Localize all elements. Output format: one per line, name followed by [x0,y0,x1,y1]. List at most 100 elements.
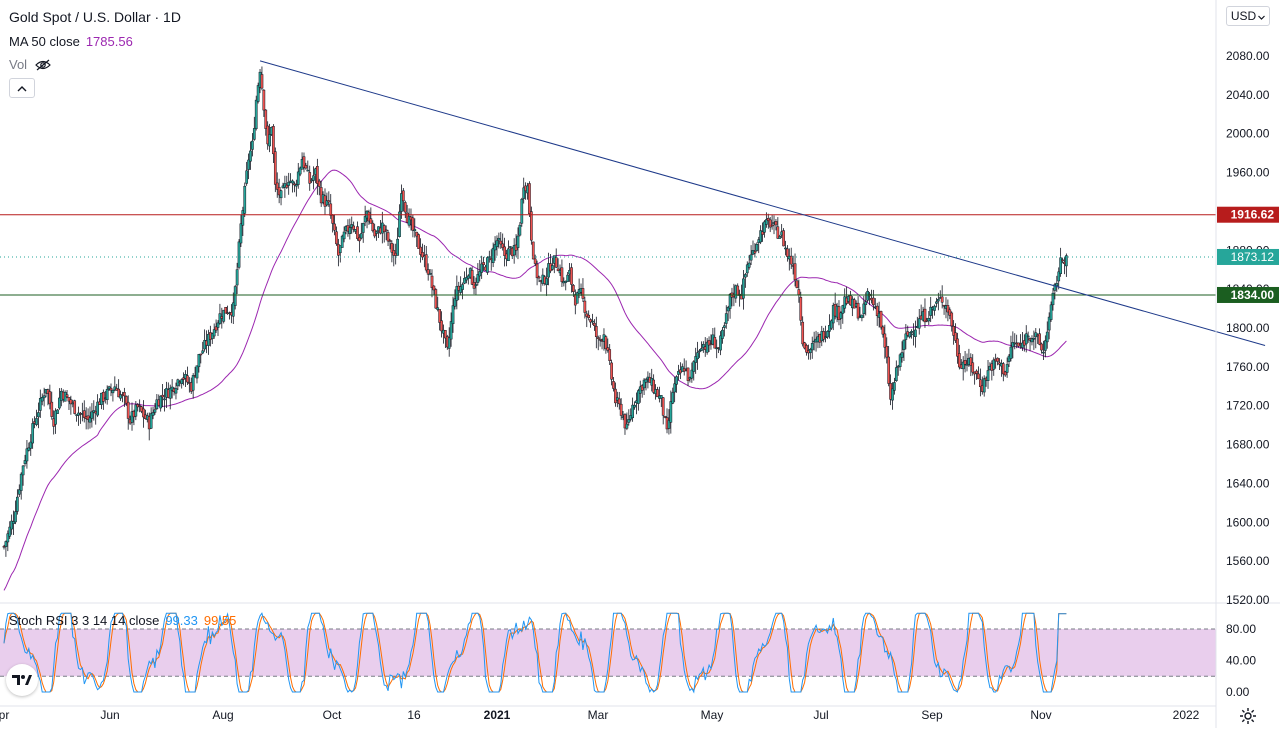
candle-body [186,375,189,383]
candle-body [304,165,308,169]
candle-body [174,388,178,394]
candle-body [201,350,205,354]
candle-body [413,229,417,232]
vol-legend[interactable]: Vol [9,57,51,74]
candle-body [659,395,663,399]
gear-icon[interactable] [1238,706,1258,726]
candle-body [1061,259,1064,262]
candle-body [667,420,671,429]
currency-selector[interactable]: USD [1226,6,1270,26]
candle-body [111,390,115,394]
candle-body [361,223,365,233]
candle-body [69,399,73,405]
candle-body [914,329,917,337]
candle-body [935,301,938,304]
candle-body [1042,351,1045,354]
candle-body [338,245,342,254]
y-tick-label: 2040.00 [1226,88,1270,102]
candle-body [40,396,44,402]
candle-body [826,331,829,338]
candle-body [581,288,585,299]
candle-body [766,217,770,222]
candle-body [403,202,407,213]
candle-body [73,400,77,414]
stoch-rsi-pane: 0.00 40.00 80.00 [0,612,1256,699]
candle-body [291,180,294,184]
candle-body [333,223,336,231]
symbol-title[interactable]: Gold Spot / U.S. Dollar · 1D [9,9,181,25]
candle-body [252,128,256,140]
x-tick-label: May [701,708,724,722]
candle-body [415,231,419,237]
trendline[interactable] [259,60,1266,346]
candle-body [449,321,453,340]
candle-body [736,285,740,296]
candle-body [1024,333,1028,345]
horizontal-levels[interactable] [0,214,1216,296]
candle-body [480,263,484,273]
ma-legend[interactable]: MA 50 close 1785.56 [9,34,133,49]
candle-body [690,369,694,379]
candle-body [432,285,436,291]
candle-body [982,378,986,393]
candle-body [421,252,424,258]
ma50-path [3,169,1067,591]
candle-body [902,339,906,351]
stoch-legend[interactable]: Stoch RSI 3 3 14 14 close 99.33 99.55 [9,613,236,628]
candle-body [138,405,142,407]
candle-body [701,343,705,348]
candle-body [308,172,312,184]
candle-body [501,243,505,248]
candle-body [117,388,120,398]
candle-body [476,274,480,283]
eye-off-icon[interactable] [35,59,51,74]
candle-body [453,298,457,307]
candle-body [231,302,235,317]
candle-body [235,269,239,286]
stoch-legend-label: Stoch RSI 3 3 14 14 close [9,613,160,628]
candle-body [352,225,356,230]
collapse-legend-button[interactable] [9,78,35,98]
candle-body [371,222,375,231]
candle-body [401,190,405,202]
candle-body [451,305,455,325]
level-price-tag [1217,206,1279,223]
candle-body [533,258,537,264]
candle-body [296,171,300,185]
trendline-path[interactable] [259,60,1266,346]
candle-body [841,305,845,314]
candle-body [948,309,952,316]
candle-body [782,230,785,247]
ma-legend-label: MA 50 close [9,34,80,49]
candle-body [331,214,334,224]
candle-body [958,353,961,368]
candle-body [975,370,978,374]
candle-body [587,314,591,318]
candle-body [799,297,803,321]
candle-body [923,308,927,323]
candle-body [8,526,12,537]
candle-body [6,533,10,543]
candle-body [163,398,166,401]
candle-body [19,473,23,491]
candle-body [759,230,762,243]
candle-body [900,352,904,358]
candle-body [671,392,675,404]
candle-body [233,286,237,306]
candle-body [126,401,130,419]
x-tick-label: Nov [1030,708,1051,722]
candle-body [16,496,19,512]
candle-body [424,254,428,271]
tradingview-logo-icon[interactable] [6,664,38,696]
y-tick-label: 1720.00 [1226,399,1270,413]
candle-body [29,441,33,449]
candle-body [883,333,887,348]
candle-body [294,184,298,187]
candle-body [572,285,575,292]
candle-body [262,89,266,111]
stoch-k-value: 99.33 [165,613,198,628]
candle-body [428,272,432,275]
stoch-y-tick: 0.00 [1226,685,1250,699]
level-price-label: 1834.00 [1231,288,1275,302]
